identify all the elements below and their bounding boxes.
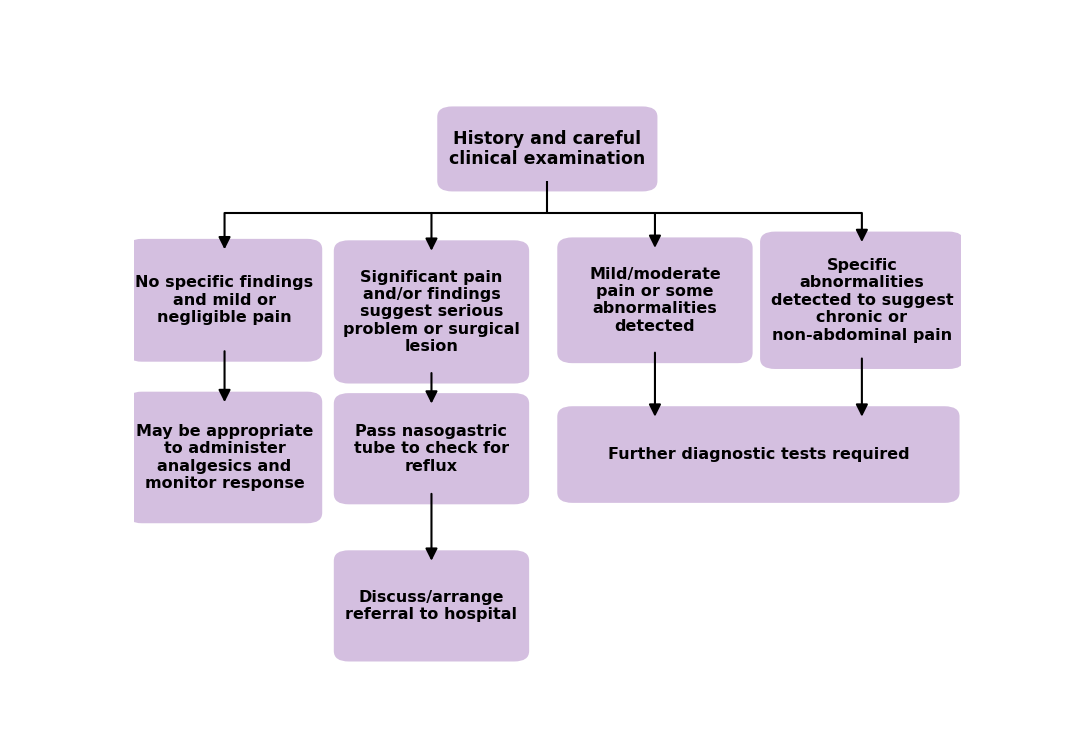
FancyBboxPatch shape: [557, 237, 753, 363]
FancyBboxPatch shape: [127, 239, 323, 361]
FancyBboxPatch shape: [334, 550, 529, 662]
Text: Specific
abnormalities
detected to suggest
chronic or
non-abdominal pain: Specific abnormalities detected to sugge…: [771, 258, 953, 342]
Text: History and careful
clinical examination: History and careful clinical examination: [450, 129, 645, 169]
FancyBboxPatch shape: [127, 392, 323, 523]
Text: May be appropriate
to administer
analgesics and
monitor response: May be appropriate to administer analges…: [136, 424, 313, 491]
Text: Discuss/arrange
referral to hospital: Discuss/arrange referral to hospital: [345, 590, 518, 622]
FancyBboxPatch shape: [437, 107, 658, 191]
Text: No specific findings
and mild or
negligible pain: No specific findings and mild or negligi…: [136, 275, 314, 325]
Text: Pass nasogastric
tube to check for
reflux: Pass nasogastric tube to check for reflu…: [354, 424, 509, 473]
Text: Significant pain
and/or findings
suggest serious
problem or surgical
lesion: Significant pain and/or findings suggest…: [343, 270, 520, 355]
Text: Mild/moderate
pain or some
abnormalities
detected: Mild/moderate pain or some abnormalities…: [590, 267, 721, 334]
FancyBboxPatch shape: [760, 231, 963, 369]
Text: Further diagnostic tests required: Further diagnostic tests required: [608, 447, 909, 462]
FancyBboxPatch shape: [334, 240, 529, 383]
FancyBboxPatch shape: [334, 393, 529, 504]
FancyBboxPatch shape: [557, 406, 959, 503]
